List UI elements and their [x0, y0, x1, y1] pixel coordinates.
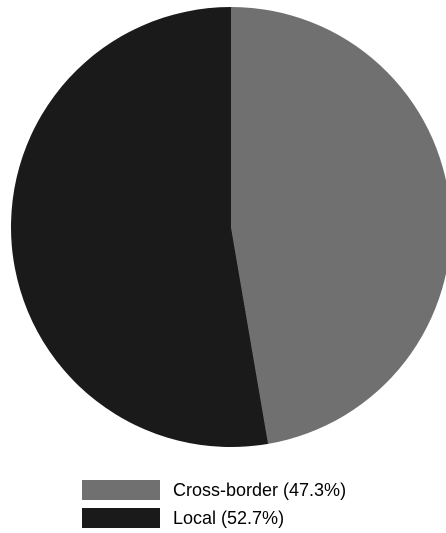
- chart-legend: Cross-border (47.3%) Local (52.7%): [82, 476, 346, 532]
- pie-slice-local: [10, 6, 269, 448]
- legend-label-cross-border: Cross-border (47.3%): [173, 479, 347, 500]
- legend-item-local: Local (52.7%): [82, 504, 346, 532]
- legend-swatch-local: [82, 508, 160, 528]
- legend-label-local: Local (52.7%): [173, 507, 285, 528]
- legend-item-cross-border: Cross-border (47.3%): [82, 476, 346, 504]
- legend-swatch-cross-border: [82, 480, 160, 500]
- pie-slice-cross-border: [231, 7, 446, 444]
